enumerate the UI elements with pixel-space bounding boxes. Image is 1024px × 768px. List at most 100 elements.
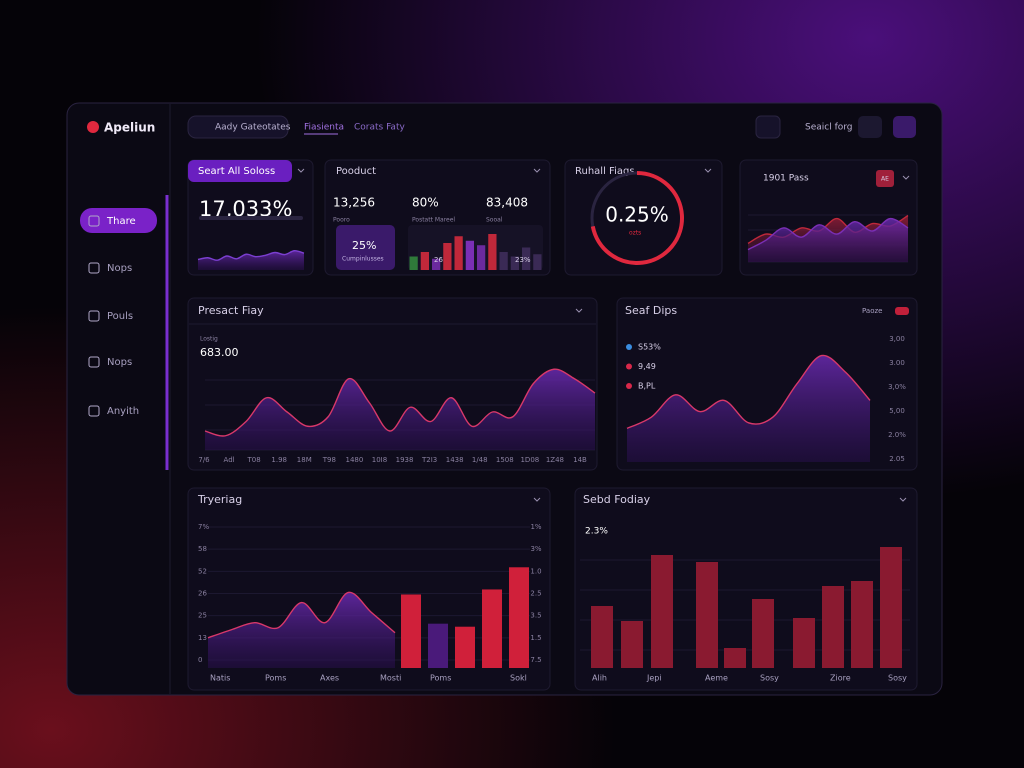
badge: [336, 225, 395, 270]
label: 2.3%: [585, 527, 608, 537]
area: [198, 250, 304, 270]
x-tick-label: 18M: [297, 456, 312, 464]
dropdown-chevron[interactable]: [533, 497, 541, 502]
area: [627, 355, 870, 462]
bar: [752, 599, 774, 668]
x-tick-label: Poms: [265, 674, 286, 683]
nav-item[interactable]: Anyith: [107, 406, 139, 417]
bar: [696, 562, 718, 668]
x-tick-label: Axes: [320, 674, 339, 683]
dropdown-chevron[interactable]: [533, 168, 541, 173]
legend-swatch: [626, 344, 632, 350]
chart-bg: [408, 225, 543, 270]
tab[interactable]: Fiasienta: [304, 123, 344, 133]
bar: [477, 245, 486, 270]
area: [205, 369, 595, 450]
dropdown-chevron[interactable]: [297, 168, 305, 173]
x-tick-label: Sosy: [888, 674, 907, 683]
y-tick-label: 58: [198, 545, 207, 553]
x-tick-label: Ziore: [830, 674, 851, 683]
y-tick-label: 2.5: [530, 590, 541, 598]
y-tick-label: 13: [198, 634, 207, 642]
profile-button[interactable]: [893, 116, 916, 138]
y-tick-label: 25: [198, 612, 207, 620]
x-tick-label: Adl: [224, 456, 235, 464]
bar: [591, 606, 613, 668]
line: [197, 250, 305, 261]
dropdown-chevron[interactable]: [704, 168, 712, 173]
dropdown-chevron[interactable]: [899, 497, 907, 502]
label: ozts: [629, 230, 641, 237]
y-tick-label: 7%: [198, 523, 209, 531]
label: 83,408: [486, 196, 528, 210]
bar: [793, 618, 815, 668]
bar: [533, 254, 542, 270]
y-tick-label: 26: [198, 590, 207, 598]
y-tick-label: 52: [198, 567, 207, 575]
bar: [454, 236, 463, 270]
line: [626, 354, 871, 430]
menu-button[interactable]: [755, 115, 781, 139]
x-tick-label: Sosy: [760, 674, 779, 683]
nav-icon[interactable]: [88, 215, 100, 227]
tab[interactable]: Corats Faty: [354, 123, 405, 133]
y-tick-label: 3%: [530, 545, 541, 553]
label: 80%: [412, 196, 439, 210]
card-header-pill: [188, 160, 292, 182]
x-tick-label: Natis: [210, 674, 230, 683]
label: 25%: [352, 239, 376, 252]
toggle[interactable]: [895, 307, 909, 315]
label: Cumpinlusses: [342, 256, 384, 263]
x-tick-label: 1.98: [271, 456, 287, 464]
y-tick-label: 5,00: [889, 407, 905, 415]
bar: [482, 589, 502, 668]
chip[interactable]: [876, 170, 894, 187]
label: 13,256: [333, 196, 375, 210]
line: [747, 217, 909, 251]
legend-label: 9,49: [638, 362, 656, 371]
label[interactable]: Paoze: [862, 307, 882, 315]
x-tick-label: Aeme: [705, 674, 728, 683]
nav-item[interactable]: Pouls: [107, 311, 133, 322]
bar: [401, 594, 421, 668]
bar: [522, 247, 531, 270]
bar: [822, 586, 844, 668]
x-tick-label: T08: [247, 456, 261, 464]
x-tick-label: 10I8: [372, 456, 387, 464]
label: Pooduct: [336, 166, 376, 177]
y-tick-label: 3,00: [889, 335, 905, 343]
y-tick-label: 2.0%: [888, 431, 906, 439]
legend-label: S53%: [638, 343, 661, 352]
dropdown-chevron[interactable]: [575, 308, 583, 313]
bar: [488, 234, 497, 270]
x-tick-label: 1480: [345, 456, 363, 464]
legend-swatch: [626, 383, 632, 389]
nav-item[interactable]: Thare: [106, 216, 136, 227]
label: Aady Gateotates: [215, 123, 291, 133]
gauge-arc: [590, 171, 684, 265]
gauge-value: 0.25%: [605, 203, 669, 227]
x-tick-label: 1D08: [520, 456, 539, 464]
bar: [499, 252, 508, 270]
label: Postatt Mareel: [412, 217, 455, 224]
dropdown-chevron[interactable]: [902, 175, 910, 180]
x-tick-label: 1938: [396, 456, 414, 464]
label: Pooro: [333, 217, 350, 224]
x-tick-label: 14B: [573, 456, 587, 464]
bar: [455, 626, 475, 668]
search-chip[interactable]: [187, 115, 289, 139]
nav-active[interactable]: [80, 208, 157, 233]
nav-item[interactable]: Nops: [107, 263, 132, 274]
y-tick-label: 3.5: [530, 612, 541, 620]
nav-icon[interactable]: [88, 405, 100, 417]
icon-button[interactable]: [858, 116, 882, 138]
search-field[interactable]: Seaicl forg: [805, 123, 853, 133]
nav-icon[interactable]: [88, 262, 100, 274]
brand-name: Apeliun: [104, 121, 155, 135]
nav-item[interactable]: Nops: [107, 357, 132, 368]
nav-icon[interactable]: [88, 310, 100, 322]
nav-icon[interactable]: [88, 356, 100, 368]
x-tick-label: T2I3: [421, 456, 437, 464]
label: Sooal: [486, 217, 503, 224]
